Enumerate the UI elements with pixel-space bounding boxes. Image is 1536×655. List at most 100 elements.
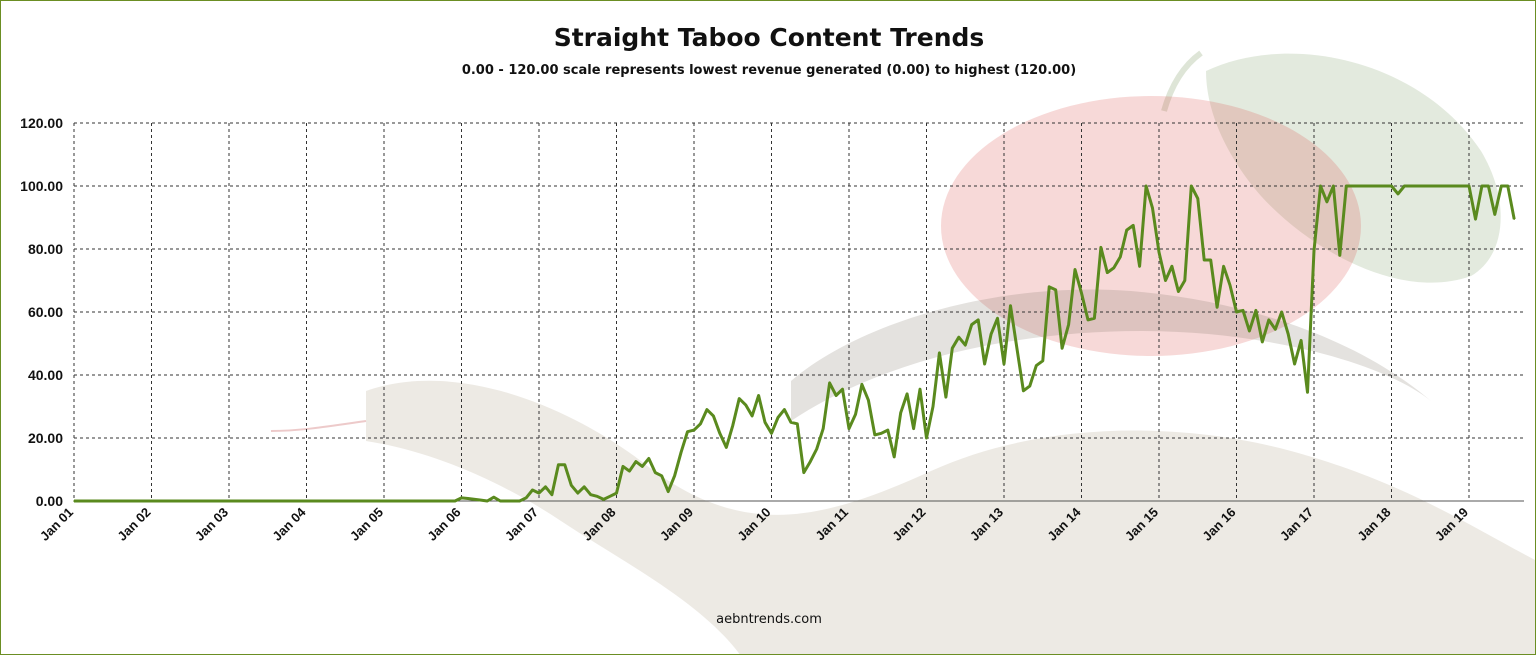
data-point: [945, 396, 947, 398]
data-point: [1035, 364, 1038, 367]
data-point: [467, 497, 469, 500]
data-point: [848, 427, 850, 430]
data-point: [951, 347, 954, 350]
data-point: [699, 423, 702, 425]
data-point: [486, 500, 489, 502]
data-point: [1403, 185, 1406, 187]
data-point: [1300, 339, 1302, 342]
x-tick-label: Jan 04: [269, 504, 309, 544]
data-point: [1494, 213, 1496, 216]
data-point: [1080, 292, 1083, 294]
data-point: [1287, 333, 1289, 335]
data-point: [1216, 306, 1218, 309]
data-point: [564, 464, 566, 466]
data-point: [764, 421, 766, 424]
y-axis: 0.00 20.00 40.00 60.00 80.00 100.00 120.00: [20, 115, 63, 509]
data-point: [751, 415, 753, 417]
y-tick-label: 40.00: [28, 367, 63, 383]
data-point: [686, 430, 689, 433]
data-point: [570, 484, 573, 487]
data-point: [1339, 254, 1341, 257]
y-tick-label: 120.00: [20, 115, 63, 131]
data-point: [1274, 328, 1277, 331]
data-point: [1119, 256, 1122, 258]
data-point: [531, 489, 534, 491]
stem-shape: [1161, 50, 1203, 112]
data-point: [1313, 249, 1315, 252]
data-point: [719, 432, 721, 435]
x-tick-label: Jan 01: [37, 505, 76, 544]
data-point: [654, 471, 657, 474]
data-point: [925, 437, 928, 439]
data-point: [1151, 207, 1154, 209]
data-point: [712, 415, 715, 417]
x-tick-label: Jan 07: [502, 505, 541, 544]
data-point: [899, 412, 902, 414]
data-point: [1255, 309, 1257, 312]
data-point: [1319, 185, 1322, 187]
data-point: [1352, 185, 1354, 187]
chart-subtitle: 0.00 - 120.00 scale represents lowest re…: [461, 63, 1077, 78]
data-point: [1113, 267, 1115, 269]
data-point: [1125, 229, 1128, 231]
x-tick-label: Jan 02: [114, 505, 153, 544]
data-point: [1326, 201, 1328, 203]
data-point: [990, 333, 992, 335]
apple-shape: [941, 96, 1361, 356]
data-point: [887, 429, 889, 431]
chart-title: Straight Taboo Content Trends: [553, 23, 985, 52]
data-point: [1203, 259, 1205, 261]
data-point: [983, 363, 986, 365]
data-point: [499, 500, 502, 502]
data-point: [1042, 360, 1044, 362]
data-point: [1054, 289, 1057, 291]
data-point: [628, 470, 631, 472]
data-point: [1487, 185, 1490, 187]
data-point: [1481, 185, 1483, 187]
data-point: [1158, 251, 1160, 253]
data-point: [861, 383, 863, 386]
y-tick-label: 20.00: [28, 430, 63, 446]
data-point: [757, 394, 760, 397]
x-tick-label: Jan 03: [192, 505, 231, 544]
snake-body: [366, 380, 1535, 654]
data-point: [1164, 279, 1167, 282]
data-point: [1268, 319, 1270, 321]
data-point: [964, 344, 967, 346]
data-point: [893, 456, 895, 458]
data-point: [1093, 317, 1096, 320]
snake-tongue: [270, 420, 367, 432]
data-point: [1280, 311, 1283, 313]
data-point: [1474, 218, 1477, 220]
series-points: [73, 185, 1515, 502]
data-point: [790, 421, 792, 424]
data-point: [803, 471, 805, 474]
data-point: [867, 399, 870, 402]
data-point: [1009, 304, 1012, 307]
data-point: [1500, 185, 1503, 187]
data-point: [1222, 265, 1225, 268]
data-point: [1332, 185, 1335, 187]
y-tick-label: 80.00: [28, 241, 63, 257]
data-point: [977, 319, 979, 321]
data-point: [1145, 185, 1147, 187]
data-point: [622, 465, 624, 468]
data-point: [538, 492, 540, 494]
data-point: [1177, 290, 1180, 293]
data-point: [609, 495, 611, 498]
data-point: [454, 500, 456, 502]
data-point: [480, 499, 482, 501]
data-point: [783, 408, 786, 411]
data-point: [577, 492, 579, 494]
data-point: [1190, 185, 1193, 187]
data-point: [1029, 385, 1031, 387]
data-point: [551, 493, 553, 496]
data-point: [1261, 341, 1264, 343]
data-point: [1132, 224, 1134, 227]
data-point: [693, 429, 695, 431]
data-point: [1209, 259, 1212, 261]
data-point: [1171, 265, 1173, 268]
data-point: [1229, 284, 1231, 287]
data-point: [706, 408, 708, 411]
